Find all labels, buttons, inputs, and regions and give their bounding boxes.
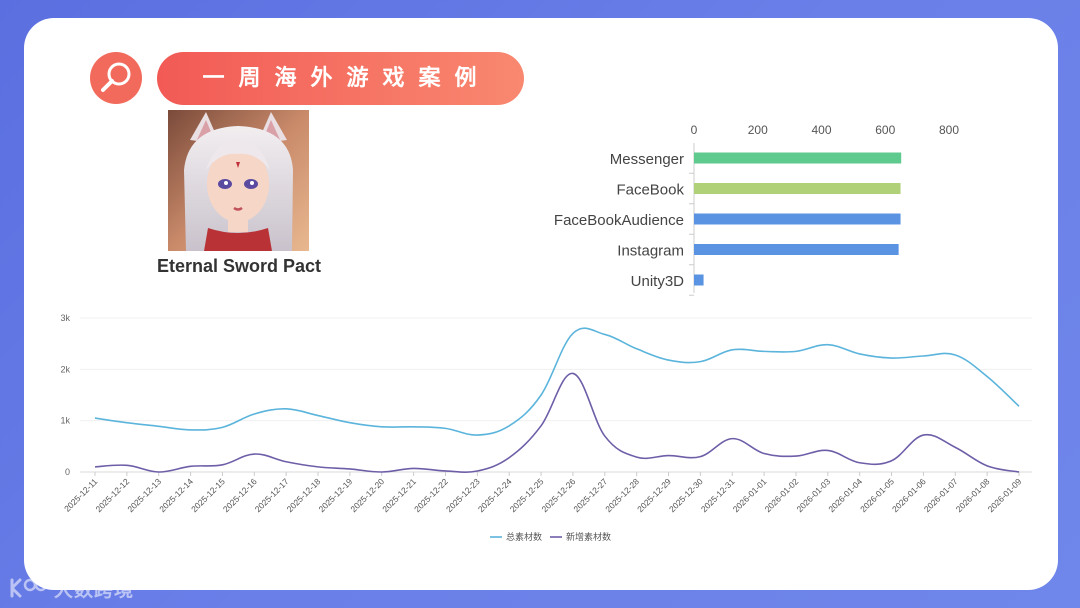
bar-x-tick-label: 200 xyxy=(748,123,768,137)
bar-unity3d xyxy=(694,274,704,286)
watermark-logo-icon xyxy=(10,578,48,598)
bar-category-label: FaceBook xyxy=(616,182,684,199)
legend-label: 总素材数 xyxy=(506,531,542,542)
game-image xyxy=(168,110,309,251)
game-character-portrait-icon xyxy=(168,110,309,251)
line-y-tick-label: 3k xyxy=(60,313,70,323)
watermark-text: 大数跨境 xyxy=(54,578,135,601)
series-line-1 xyxy=(94,372,1020,473)
game-name: Eternal Sword Pact xyxy=(156,256,322,276)
bar-x-tick-label: 800 xyxy=(939,123,959,137)
bar-facebookaudience xyxy=(694,213,901,225)
watermark: 大数跨境 xyxy=(8,574,134,602)
page-title: 一周海外游戏案例 xyxy=(157,52,524,105)
search-icon xyxy=(101,62,131,92)
bar-category-label: Messenger xyxy=(610,151,684,168)
line-y-tick-label: 0 xyxy=(65,467,70,477)
series-line-0 xyxy=(94,327,1020,436)
bar-category-label: FaceBookAudience xyxy=(554,212,684,229)
material-line-chart: 01k2k3k2025-12-112025-12-122025-12-13202… xyxy=(60,313,1032,542)
line-y-tick-label: 1k xyxy=(60,416,70,426)
bar-instagram xyxy=(694,244,899,255)
bar-x-tick-label: 400 xyxy=(811,123,831,137)
line-y-tick-label: 2k xyxy=(60,364,70,374)
bar-category-label: Instagram xyxy=(617,243,684,260)
line-x-tick-label: 2026-01-09 xyxy=(986,476,1024,514)
search-badge xyxy=(90,52,142,104)
legend-label: 新增素材数 xyxy=(566,531,611,542)
bar-category-label: Unity3D xyxy=(631,273,685,290)
bar-x-tick-label: 600 xyxy=(875,123,895,137)
bar-x-tick-label: 0 xyxy=(691,123,698,137)
bar-messenger xyxy=(694,152,902,164)
platform-bar-chart: 0 200 400 600 800 Messenger FaceBook FaceBookAu… xyxy=(554,123,959,296)
bar-facebook xyxy=(694,183,901,194)
